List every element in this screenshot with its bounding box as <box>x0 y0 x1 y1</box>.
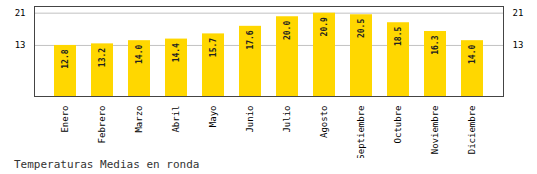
svg-text:21: 21 <box>15 8 26 18</box>
svg-text:15.7: 15.7 <box>209 38 218 57</box>
svg-text:16.3: 16.3 <box>431 35 440 54</box>
svg-text:14.0: 14.0 <box>468 44 477 63</box>
svg-text:Abril: Abril <box>171 106 181 133</box>
svg-text:Febrero: Febrero <box>97 106 107 144</box>
svg-text:Diciembre: Diciembre <box>467 106 477 155</box>
svg-text:Marzo: Marzo <box>134 106 144 133</box>
svg-text:Julio: Julio <box>282 106 292 133</box>
svg-text:21: 21 <box>513 8 524 18</box>
svg-text:13.2: 13.2 <box>98 48 107 67</box>
svg-text:Noviembre: Noviembre <box>430 106 440 155</box>
svg-text:Octubre: Octubre <box>393 106 403 144</box>
svg-text:20.5: 20.5 <box>357 19 366 38</box>
svg-text:Septiembre: Septiembre <box>356 106 366 159</box>
svg-text:Mayo: Mayo <box>208 106 218 128</box>
svg-text:17.6: 17.6 <box>246 30 255 49</box>
svg-text:Agosto: Agosto <box>319 106 329 139</box>
svg-text:14.4: 14.4 <box>172 43 181 62</box>
svg-text:13: 13 <box>513 40 524 50</box>
svg-text:13: 13 <box>15 40 26 50</box>
svg-text:20.9: 20.9 <box>320 17 329 36</box>
svg-text:Junio: Junio <box>245 106 255 133</box>
svg-text:20.0: 20.0 <box>283 21 292 40</box>
svg-text:14.0: 14.0 <box>135 44 144 63</box>
svg-text:Enero: Enero <box>60 106 70 133</box>
svg-text:18.5: 18.5 <box>394 27 403 46</box>
svg-text:12.8: 12.8 <box>61 49 70 68</box>
html-text:Temperaturas Medias en ronda: Temperaturas Medias en ronda <box>14 158 200 171</box>
